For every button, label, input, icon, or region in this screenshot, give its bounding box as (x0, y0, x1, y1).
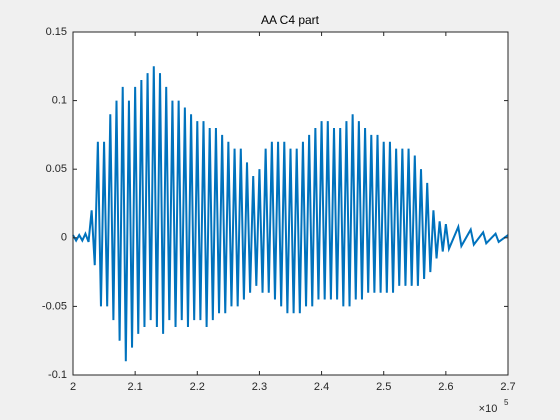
waveform (72, 66, 509, 362)
axes-box (72, 31, 509, 376)
x-tick-label: 2.7 (500, 381, 515, 393)
chart-title: AA C4 part (261, 13, 320, 27)
x-tick-label: 2.6 (438, 381, 453, 393)
x-tick-label: 2.5 (376, 381, 391, 393)
y-tick-label: 0 (61, 232, 67, 244)
y-tick-label: 0.05 (46, 163, 67, 175)
x-tick-label: 2.2 (190, 381, 205, 393)
x-tick-label: 2.3 (252, 381, 267, 393)
y-tick-label: 0.15 (46, 26, 67, 38)
y-tick-label: -0.05 (42, 300, 67, 312)
y-tick-label: 0.1 (52, 95, 67, 107)
x-tick-label: 2 (70, 381, 76, 393)
x-tick-label: 2.1 (127, 381, 142, 393)
x-exponent-base: ×10 (479, 403, 498, 415)
y-tick-label: -0.1 (48, 369, 67, 381)
x-tick-label: 2.4 (314, 381, 329, 393)
x-exponent: 5 (504, 398, 509, 407)
